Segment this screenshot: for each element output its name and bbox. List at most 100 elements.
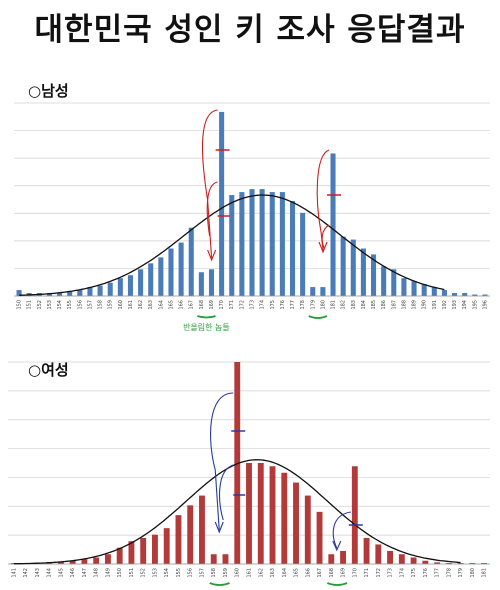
women-normal-curve	[13, 459, 461, 565]
men-bar	[431, 287, 437, 296]
men-tick-label: 169	[209, 300, 215, 310]
women-bar	[81, 559, 88, 564]
men-tick-label: 161	[128, 300, 134, 310]
women-tick-label: 146	[70, 568, 76, 578]
men-bar	[482, 294, 488, 296]
men-tick-label: 155	[67, 300, 73, 310]
women-bar	[375, 544, 382, 564]
men-bar	[178, 242, 184, 296]
men-red-arrow	[316, 149, 330, 251]
men-tick-label: 172	[239, 300, 245, 310]
men-tick-label: 159	[108, 300, 114, 310]
men-bar	[269, 192, 275, 296]
men-bar	[127, 275, 133, 296]
women-tick-label: 170	[352, 568, 358, 578]
women-tick-label: 167	[317, 568, 323, 578]
men-rounding-note: 반올림한 놈들	[183, 322, 230, 332]
women-blue-arrow	[210, 392, 234, 531]
women-bar	[199, 495, 205, 564]
women-bar	[116, 547, 123, 564]
men-bar	[259, 189, 265, 296]
men-bar	[198, 272, 204, 296]
men-tick-label: 170	[219, 300, 225, 310]
women-blue-arrowhead	[214, 521, 224, 534]
women-tick-label: 158	[211, 568, 217, 578]
women-bar	[175, 515, 182, 564]
women-tick-label: 178	[446, 568, 452, 578]
women-bar	[187, 505, 194, 564]
women-bar	[304, 495, 311, 564]
men-tick-label: 187	[391, 300, 397, 310]
women-bar	[293, 482, 299, 564]
women-bar	[422, 560, 429, 564]
women-bar	[140, 537, 147, 564]
women-bar	[222, 554, 229, 564]
men-tick-label: 183	[351, 300, 357, 310]
men-bar	[421, 284, 427, 296]
women-bar	[481, 563, 488, 564]
women-bar	[410, 557, 417, 564]
men-bar	[381, 266, 387, 296]
men-bar	[401, 278, 407, 296]
women-tick-label: 142	[23, 568, 29, 578]
men-red-arrowhead	[318, 241, 328, 254]
men-tick-label: 167	[189, 300, 195, 310]
women-bar	[10, 563, 17, 564]
women-tick-label: 176	[423, 568, 429, 578]
men-tick-label: 150	[17, 300, 23, 310]
men-green-underline	[308, 315, 328, 319]
men-red-arrow	[321, 224, 330, 249]
women-bar	[69, 560, 76, 564]
women-bar	[57, 561, 64, 564]
men-tick-label: 180	[320, 300, 326, 310]
women-green-underline	[326, 582, 348, 586]
men-tick-label: 191	[432, 300, 438, 310]
women-bar	[257, 463, 264, 564]
men-bar	[462, 293, 468, 296]
women-green-underline	[209, 582, 230, 586]
women-tick-label: 156	[188, 568, 194, 578]
men-bar	[340, 236, 346, 296]
women-bar	[316, 511, 323, 564]
women-bar	[363, 537, 370, 564]
men-tick-label: 182	[341, 300, 347, 310]
women-bar	[93, 557, 100, 564]
women-tick-label: 159	[223, 568, 229, 578]
men-bar	[411, 281, 417, 296]
men-bar	[310, 287, 316, 296]
women-tick-label: 166	[305, 568, 311, 578]
women-blue-arrow	[332, 511, 351, 549]
women-tick-label: 171	[364, 568, 370, 578]
men-bar	[289, 200, 296, 296]
women-tick-label: 151	[129, 568, 135, 578]
women-panel-label: ○여성	[28, 361, 69, 379]
page-title: 대한민국 성인 키 조사 응답결과	[34, 12, 466, 48]
men-tick-label: 184	[361, 300, 367, 310]
men-tick-label: 151	[27, 300, 33, 310]
men-bar	[138, 269, 144, 296]
men-tick-label: 179	[310, 300, 316, 310]
men-bar	[57, 293, 63, 296]
men-bar	[229, 195, 235, 296]
women-tick-label: 144	[47, 568, 53, 578]
men-tick-label: 163	[148, 300, 154, 310]
men-tick-label: 186	[381, 300, 387, 310]
women-tick-label: 174	[399, 568, 405, 578]
men-bar	[148, 263, 154, 296]
men-height-chart: 150 151 152 153 154 155 156 157 158 159 160 161 162 1…	[14, 102, 490, 332]
men-tick-label: 158	[98, 300, 104, 310]
women-bar	[104, 554, 111, 564]
men-tick-label: 160	[118, 300, 124, 310]
men-tick-label: 181	[331, 300, 337, 310]
men-tick-label: 192	[442, 300, 448, 310]
men-bar	[87, 287, 93, 296]
men-tick-label: 173	[250, 300, 256, 310]
women-tick-label: 145	[58, 568, 64, 578]
women-bar	[340, 550, 346, 564]
women-tick-label: 157	[199, 568, 205, 578]
women-blue-arrow	[219, 464, 234, 521]
men-bar	[472, 294, 478, 296]
men-bar	[391, 269, 397, 296]
men-bar	[16, 290, 22, 296]
